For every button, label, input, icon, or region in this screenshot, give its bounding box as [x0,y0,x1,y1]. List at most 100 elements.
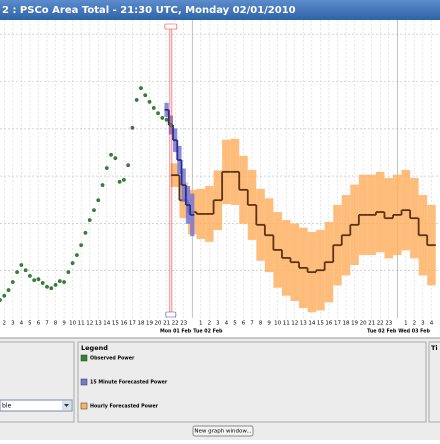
observed-point [121,177,126,182]
observed-point [126,163,131,168]
x-tick-label: 19 [146,321,153,327]
x-tick-label: 2 [413,321,417,327]
legend-label: 15 Minute Forecasted Power [90,380,168,386]
observed-point [143,93,148,98]
plot: 2 3 4 5 6 7 8 9 10 11 12 13 14 15 16 17 18 19 20 21 22 23 1 2 3 4… [0,20,440,335]
legend: Observed Power 15 Minute Forecasted Power… [80,354,168,410]
x-tick-label: 4 [430,321,434,327]
x-tick-label: 22 [172,321,179,327]
legend-swatch [80,402,88,410]
x-tick-label: 3 [11,321,15,327]
x-tick-label: 13 [95,321,102,327]
x-tick-label: 23 [180,321,187,327]
observed-point [109,152,113,157]
dropdown[interactable] [0,399,73,412]
observed-point [45,284,49,289]
x-tick-label: 17 [334,321,341,327]
x-tick-label: 7 [250,321,254,327]
observed-point [0,298,2,302]
observed-point [156,111,160,116]
x-tick-label: 21 [368,321,375,327]
x-tick-label: 5 [28,321,32,327]
x-tick-label: 11 [78,321,85,327]
observed-point [164,117,169,122]
x-tick-label: 15 [317,321,324,327]
observed-point [66,270,71,275]
x-tick-label: 2 [208,321,212,327]
legend-swatch [80,378,88,386]
window-title: 2 : PSCo Area Total - 21:30 UTC, Monday … [2,5,296,16]
x-tick-label: 18 [137,321,144,327]
x-tick-label: 2 [3,321,7,327]
observed-point [57,279,62,284]
right-panel-title: Ti [431,344,438,352]
observed-point [104,166,109,170]
x-tick-label: 17 [129,321,136,327]
x-tick-label: 14 [308,321,315,327]
observed-point [74,253,79,257]
x-tick-label: 18 [343,321,350,327]
now-marker-top [164,23,178,30]
button-label: New graph window... [194,429,251,435]
observed-point [28,274,32,278]
observed-point [53,282,58,287]
x-tick-label: 22 [377,321,384,327]
x-tick-label: 21 [163,321,170,327]
observed-point [100,183,105,187]
legend-label: Observed Power [90,356,135,362]
observed-point [87,218,92,222]
legend-title: Legend [81,344,108,352]
observed-point [10,280,15,284]
observed-point [139,86,143,91]
legend-panel [77,341,427,423]
legend-swatch [80,354,88,362]
observed-point [113,156,118,161]
observed-point [92,208,96,213]
x-tick-label: 1 [199,321,203,327]
x-tick-label: 6 [242,321,246,327]
x-tick-label: 10 [69,321,76,327]
day-label: Tue 02 Feb [367,329,397,335]
x-tick-label: 15 [112,321,119,327]
plot-area [0,20,440,319]
dropdown-arrow [64,404,69,407]
x-tick-label: 9 [267,321,271,327]
legend-label: Hourly Forecasted Power [90,404,159,410]
observed-point [49,286,54,291]
observed-point [117,179,122,184]
x-tick-label: 3 [421,321,425,327]
x-tick-label: 10 [274,321,281,327]
observed-point [147,99,152,104]
observed-point [134,98,139,102]
control-panel [0,338,440,440]
right-panel [428,341,440,423]
observed-point [15,270,19,275]
x-tick-label: 16 [120,321,127,327]
x-tick-label: 20 [155,321,162,327]
observed-point [160,116,165,120]
observed-point [83,230,88,235]
observed-point [36,277,41,282]
observed-point [2,293,7,298]
x-tick-label: 12 [291,321,298,327]
x-tick-label: 4 [20,321,24,327]
day-label: Mon 01 Feb [160,329,192,335]
observed-point [130,125,135,130]
new-window-button[interactable] [192,425,254,437]
observed-point [79,243,84,248]
left-panel [0,341,75,423]
x-tick-label: 11 [283,321,290,327]
x-tick-label: 7 [45,321,49,327]
observed-point [62,280,66,284]
x-tick-label: 16 [325,321,332,327]
observed-point [23,268,28,273]
x-tick-label: 12 [86,321,93,327]
dropdown-text: ble [2,403,11,410]
x-tick-label: 8 [54,321,58,327]
x-tick-label: 8 [259,321,263,327]
observed-point [6,288,11,292]
x-tick-label: 19 [351,321,358,327]
now-marker-bottom [165,311,177,318]
observed-point [96,198,101,203]
